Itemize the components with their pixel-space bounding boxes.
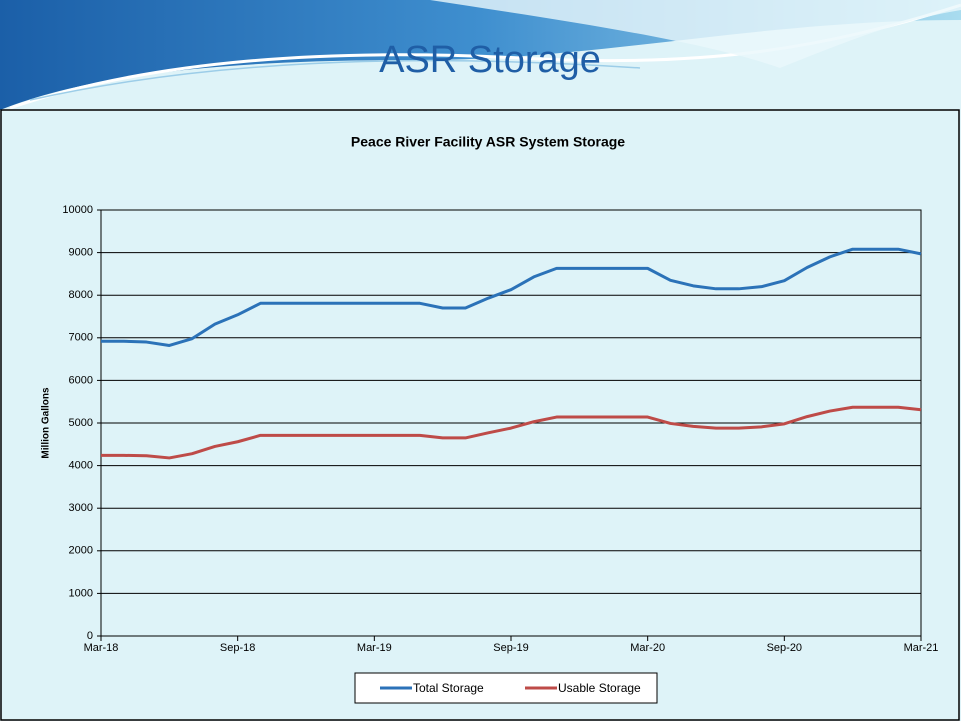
y-tick-label: 9000 [69, 247, 93, 259]
x-tick-label: Sep-18 [220, 642, 255, 654]
legend-label: Usable Storage [558, 681, 641, 695]
y-tick-label: 0 [87, 630, 93, 642]
header-swoosh [430, 0, 961, 68]
y-tick-label: 1000 [69, 587, 93, 599]
x-tick-label: Mar-19 [357, 642, 392, 654]
y-tick-label: 5000 [69, 417, 93, 429]
line-series [101, 405, 922, 460]
y-tick-label: 4000 [69, 460, 93, 472]
x-tick-label: Sep-19 [493, 642, 528, 654]
y-tick-label: 10000 [62, 204, 93, 216]
y-tick-label: 7000 [69, 332, 93, 344]
y-tick-label: 6000 [69, 374, 93, 386]
y-axis-label: Million Gallons [41, 387, 52, 459]
y-tick-label: 8000 [69, 289, 93, 301]
y-tick-label: 3000 [69, 502, 93, 514]
line-series [101, 247, 922, 347]
header-wave-line [29, 59, 641, 101]
x-tick-label: Sep-20 [767, 642, 802, 654]
x-tick-label: Mar-18 [84, 642, 119, 654]
chart-title: Peace River Facility ASR System Storage [351, 134, 625, 150]
y-tick-label: 2000 [69, 545, 93, 557]
slide-frame [0, 109, 960, 721]
legend-label: Total Storage [413, 681, 484, 695]
x-tick-label: Mar-21 [904, 642, 939, 654]
x-tick-label: Mar-20 [630, 642, 665, 654]
slide-title: ASR Storage [379, 39, 601, 81]
